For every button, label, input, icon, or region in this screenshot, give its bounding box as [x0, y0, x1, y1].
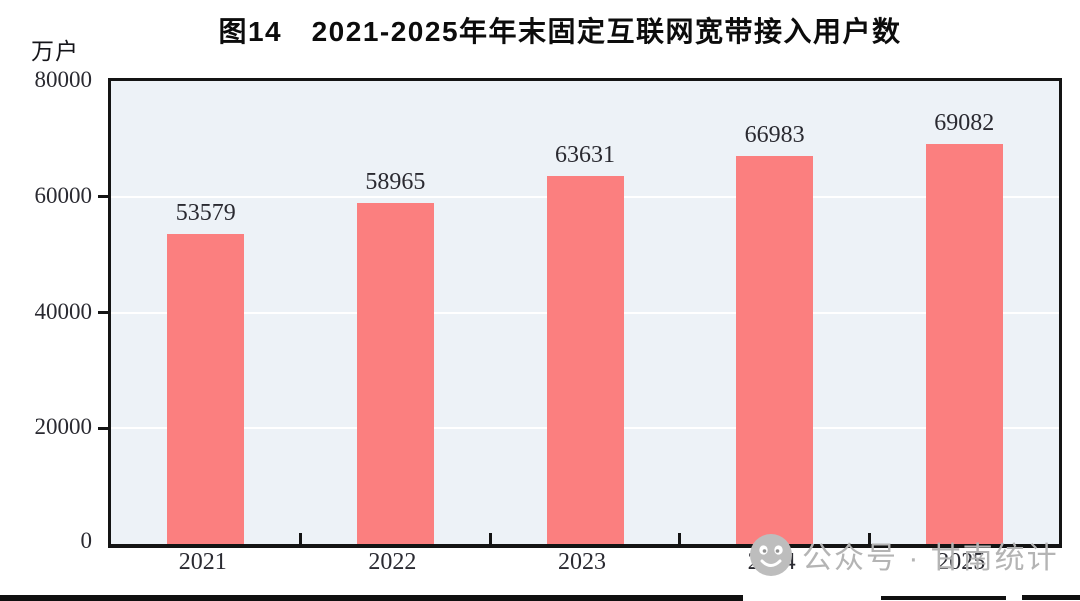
x-axis-tick: [678, 533, 682, 544]
y-axis-tick-40000: [98, 311, 108, 314]
cropped-next-row-content: [0, 595, 743, 601]
bar-2021: [167, 233, 245, 544]
chart-title: 图14 2021-2025年年末固定互联网宽带接入用户数: [218, 16, 902, 47]
y-axis-tick-20000: [98, 426, 108, 430]
x-axis-label-2022: 2022: [368, 549, 417, 575]
bar-2025: [925, 144, 1003, 544]
y-axis-unit-label: 万户: [31, 39, 79, 64]
cropped-next-row-content: [1022, 595, 1080, 600]
bar-value-label-2025: 69082: [934, 110, 995, 137]
bar-2024: [736, 156, 814, 544]
bar-value-label-2024: 66983: [744, 122, 805, 149]
x-axis-tick: [867, 533, 871, 544]
x-axis-label-2021: 2021: [178, 549, 227, 575]
bar-value-label-2022: 58965: [365, 168, 426, 195]
bar-value-label-2021: 53579: [175, 199, 236, 226]
bar-2023: [546, 175, 624, 544]
x-axis-label-2023: 2023: [558, 549, 606, 575]
y-axis-label-0: 0: [80, 528, 93, 553]
bar-2022: [356, 202, 434, 544]
y-axis-label-40000: 40000: [34, 298, 93, 324]
y-axis-label-60000: 60000: [34, 182, 93, 208]
y-axis-label-20000: 20000: [34, 414, 93, 440]
x-axis-label-2024: 2024: [747, 549, 796, 575]
x-axis-label-2025: 2025: [937, 549, 986, 575]
plot-area: 53579 58965 63631 66983 69082: [98, 78, 1062, 548]
x-axis-tick: [299, 533, 303, 544]
x-axis-tick: [488, 533, 492, 544]
bar-value-label-2023: 63631: [555, 141, 615, 168]
y-axis-tick-60000: [98, 195, 108, 199]
cropped-next-row-content: [881, 596, 1006, 600]
y-axis-label-80000: 80000: [34, 67, 93, 92]
